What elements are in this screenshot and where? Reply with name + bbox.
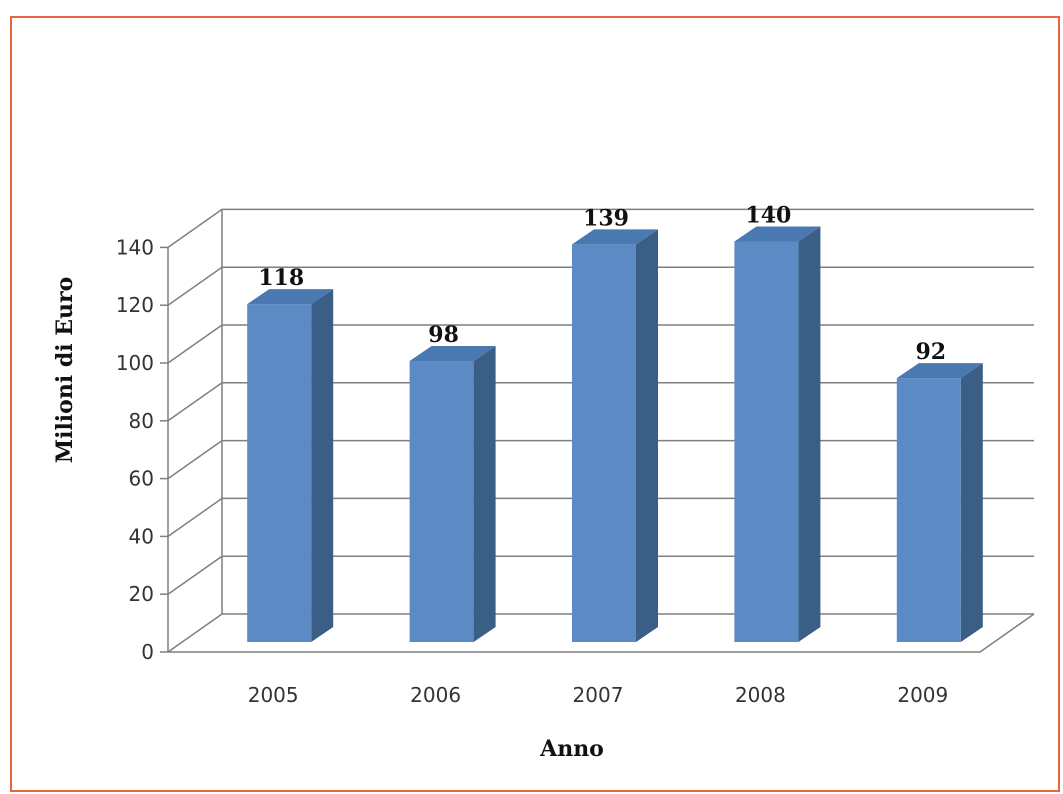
bar-top (896, 363, 983, 379)
bar-side (798, 226, 821, 642)
bar-front (572, 244, 636, 642)
bar-top (409, 346, 496, 362)
x-tick-labels: 2005 2006 2007 2008 2009 (248, 683, 949, 707)
y-tick-label: 120 (116, 293, 154, 317)
gridline-140 (167, 208, 1034, 249)
y-tick-label: 20 (129, 582, 154, 606)
bar-front (409, 361, 474, 642)
floor-edge (168, 613, 1035, 653)
bar-2006 (409, 346, 496, 642)
y-tick-label: 140 (116, 235, 154, 259)
bar-2007 (572, 229, 658, 642)
y-tick-label: 60 (129, 467, 154, 491)
bar-2008 (734, 226, 821, 642)
data-label: 98 (428, 322, 459, 348)
data-label: 92 (915, 339, 946, 365)
x-tick-label: 2008 (735, 683, 786, 707)
y-tick-label: 40 (129, 524, 154, 548)
bar-2005 (247, 289, 334, 642)
bar-side (311, 289, 334, 642)
x-tick-label: 2007 (573, 683, 624, 707)
bar-top (572, 229, 658, 245)
y-axis-title: Milioni di Euro (52, 277, 78, 464)
x-tick-label: 2006 (410, 683, 461, 707)
y-tick-label: 100 (116, 351, 154, 375)
bars-layer (247, 226, 983, 642)
bar-side (960, 363, 983, 642)
bar-2009 (896, 363, 983, 642)
bar-top (247, 289, 334, 305)
bar-side (636, 229, 658, 642)
bar-front (734, 241, 799, 642)
x-tick-label: 2005 (248, 683, 299, 707)
bar-top (734, 226, 821, 242)
y-tick-label: 80 (129, 409, 154, 433)
bar-side (473, 346, 496, 642)
x-tick-label: 2009 (897, 683, 948, 707)
y-tick-labels: 0 20 40 60 80 100 120 140 (116, 235, 154, 664)
data-label: 139 (583, 205, 629, 231)
bar-front (247, 304, 312, 642)
x-axis-title: Anno (539, 736, 604, 762)
data-labels: 118 98 139 140 92 (258, 202, 946, 365)
data-label: 140 (745, 202, 791, 228)
chart-frame (10, 16, 1060, 792)
bar-front (896, 378, 961, 642)
y-tick-label: 0 (141, 640, 154, 664)
data-label: 118 (258, 265, 304, 291)
